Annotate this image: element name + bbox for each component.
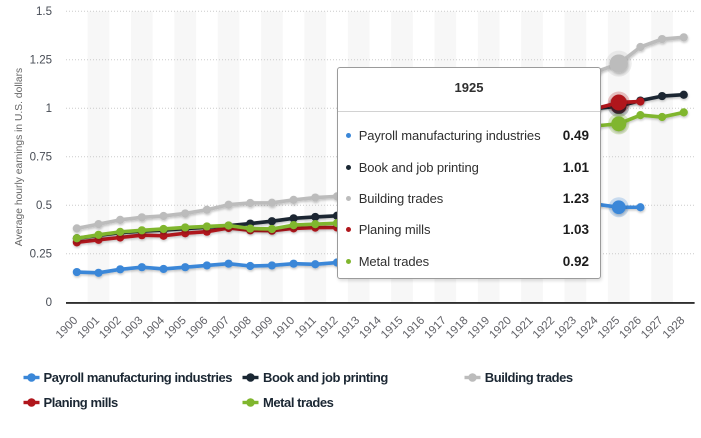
svg-text:1921: 1921 [509, 315, 536, 342]
svg-text:1916: 1916 [401, 315, 428, 342]
svg-text:1.25: 1.25 [30, 55, 52, 67]
svg-text:1926: 1926 [617, 315, 644, 342]
svg-text:1909: 1909 [249, 315, 276, 342]
svg-text:1907: 1907 [206, 315, 233, 342]
svg-text:1924: 1924 [574, 314, 601, 341]
svg-text:1917: 1917 [422, 315, 449, 342]
svg-text:1900: 1900 [54, 315, 81, 342]
svg-text:1908: 1908 [227, 315, 254, 342]
svg-text:1922: 1922 [531, 315, 558, 342]
svg-text:1902: 1902 [97, 315, 124, 342]
svg-text:1.5: 1.5 [36, 6, 52, 18]
svg-text:1923: 1923 [552, 315, 579, 342]
svg-text:1: 1 [46, 103, 52, 115]
svg-text:1913: 1913 [336, 315, 363, 342]
svg-text:1928: 1928 [661, 315, 688, 342]
svg-text:1911: 1911 [293, 315, 319, 341]
svg-text:0.5: 0.5 [36, 200, 52, 212]
svg-text:Average hourly earnings in U.S: Average hourly earnings in U.S. dollars [14, 68, 25, 246]
svg-text:1901: 1901 [76, 315, 103, 342]
svg-text:0: 0 [46, 297, 52, 309]
svg-text:1927: 1927 [639, 315, 666, 342]
svg-text:1903: 1903 [119, 315, 146, 342]
svg-text:1910: 1910 [271, 315, 298, 342]
svg-text:1906: 1906 [184, 315, 211, 342]
svg-text:1904: 1904 [141, 314, 168, 341]
svg-text:1912: 1912 [314, 315, 341, 342]
svg-text:1925: 1925 [596, 315, 623, 342]
svg-text:1920: 1920 [487, 315, 514, 342]
svg-text:0.75: 0.75 [30, 152, 52, 164]
svg-text:1918: 1918 [444, 315, 471, 342]
svg-text:1914: 1914 [357, 314, 384, 341]
svg-text:1919: 1919 [466, 315, 493, 342]
svg-text:1915: 1915 [379, 315, 406, 342]
svg-text:0.25: 0.25 [30, 249, 52, 261]
svg-text:1905: 1905 [162, 315, 189, 342]
